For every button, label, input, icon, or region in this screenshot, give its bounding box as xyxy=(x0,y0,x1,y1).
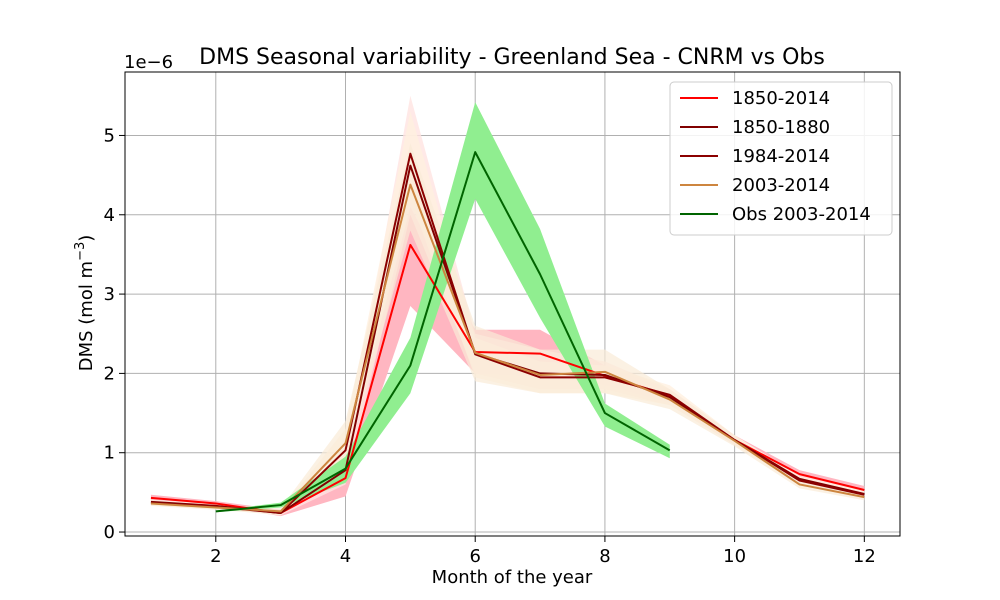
legend: 1850-2014 1850-1880 1984-2014 2003-2014 Obs … xyxy=(669,81,893,236)
x-tick-label: 2 xyxy=(210,546,221,567)
y-tick-label: 5 xyxy=(104,125,115,146)
line-series-3 xyxy=(150,152,865,514)
series-lines xyxy=(150,151,865,514)
x-tick-label: 6 xyxy=(469,546,480,567)
y-tick-label: 0 xyxy=(104,522,115,543)
y-tick-label: 4 xyxy=(104,205,115,226)
y-axis-label-main: DMS (mol m xyxy=(76,261,97,371)
y-tick-label: 1 xyxy=(104,443,115,464)
y-axis-label-close: ) xyxy=(76,235,97,242)
x-tick-label: 8 xyxy=(599,546,610,567)
y-offset-text: 1e−6 xyxy=(124,52,173,73)
y-tick-label: 2 xyxy=(104,363,115,384)
legend-entry: 2003-2014 xyxy=(732,175,830,196)
x-tick-label: 4 xyxy=(340,546,351,567)
legend-entry: Obs 2003-2014 xyxy=(732,204,871,225)
x-tick-label: 10 xyxy=(723,546,746,567)
plot-frame xyxy=(124,71,901,537)
y-tick-label: 3 xyxy=(104,284,115,305)
line-series-4 xyxy=(150,183,865,513)
y-axis-label: DMS (mol m−3) xyxy=(73,235,97,372)
x-tick-label: 12 xyxy=(853,546,876,567)
x-axis-label: Month of the year xyxy=(432,567,593,588)
line-series-5 xyxy=(215,151,671,513)
y-axis-label-superscript: −3 xyxy=(73,242,88,261)
chart-title: DMS Seasonal variability - Greenland Sea… xyxy=(199,45,825,70)
legend-entry: 1984-2014 xyxy=(732,146,830,167)
legend-entry: 1850-2014 xyxy=(732,88,830,109)
legend-box xyxy=(669,81,893,236)
legend-entry: 1850-1880 xyxy=(732,117,830,138)
